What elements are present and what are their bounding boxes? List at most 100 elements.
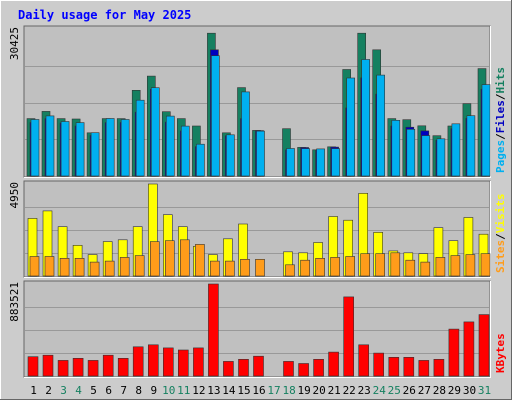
x-tick-label-day-17: 17 bbox=[267, 384, 280, 397]
bar-kbytes-day-4 bbox=[72, 357, 84, 377]
bar-pages-day-24 bbox=[376, 74, 386, 177]
x-tick-label-day-13: 13 bbox=[207, 384, 220, 397]
bar-sites-day-22 bbox=[345, 256, 356, 277]
x-tick-label-day-24: 24 bbox=[373, 384, 387, 397]
bar-sites-day-11 bbox=[180, 239, 190, 277]
bar-sites-day-4 bbox=[74, 257, 85, 277]
bar-kbytes-day-22 bbox=[343, 296, 355, 377]
x-tick-label-day-25: 25 bbox=[388, 384, 401, 397]
legend-top: Pages/Files/Hits bbox=[494, 67, 507, 173]
bar-sites-day-9 bbox=[150, 241, 160, 277]
x-tick-label-day-5: 5 bbox=[90, 384, 97, 397]
bar-pages-day-19 bbox=[301, 148, 310, 177]
panel-middle: 4950 Sites/Visits bbox=[8, 180, 507, 278]
bar-pages-day-18 bbox=[286, 148, 295, 177]
x-tick-label-day-16: 16 bbox=[252, 384, 265, 397]
max-value-label: 30425 bbox=[8, 27, 21, 60]
bar-sites-day-1 bbox=[29, 256, 40, 277]
legend-entry-hits: Hits bbox=[494, 67, 507, 94]
x-tick-label-day-30: 30 bbox=[463, 384, 476, 397]
legend-bottom: KBytes bbox=[494, 333, 507, 373]
legend-middle: Sites/Visits bbox=[494, 194, 507, 274]
x-axis-labels: 1 2 3 4 5 6 7 8 9 10 11 12 13 14 15 16 17 18 19 20 21 22 23 24 2… bbox=[30, 384, 491, 397]
bar-kbytes-day-14 bbox=[223, 361, 234, 377]
max-value-label: 4950 bbox=[8, 182, 21, 209]
legend-entry-kbytes: KBytes bbox=[494, 333, 507, 373]
x-tick-label-day-31: 31 bbox=[478, 384, 491, 397]
bar-sites-day-21 bbox=[330, 257, 340, 277]
x-tick-label-day-19: 19 bbox=[297, 384, 310, 397]
bar-sites-day-16 bbox=[255, 258, 265, 277]
bar-sites-day-12 bbox=[195, 244, 205, 277]
bar-pages-day-28 bbox=[436, 138, 446, 177]
x-tick-label-day-21: 21 bbox=[328, 384, 341, 397]
bar-sites-day-15 bbox=[240, 258, 250, 277]
bar-pages-day-12 bbox=[196, 143, 205, 177]
bar-sites-day-19 bbox=[300, 259, 310, 277]
x-tick-label-day-7: 7 bbox=[120, 384, 127, 397]
x-tick-label-day-28: 28 bbox=[433, 384, 446, 397]
x-tick-label-day-2: 2 bbox=[45, 384, 52, 397]
bar-pages-day-27 bbox=[421, 135, 431, 177]
bar-pages-day-7 bbox=[120, 119, 130, 177]
x-tick-label-day-20: 20 bbox=[312, 384, 325, 397]
bar-sites-day-8 bbox=[134, 255, 145, 277]
bar-sites-day-31 bbox=[480, 253, 491, 277]
series-pages bbox=[30, 55, 491, 177]
panel-bottom: 883521 KBytes bbox=[8, 280, 507, 378]
x-tick-label-day-9: 9 bbox=[150, 384, 157, 397]
bar-sites-day-5 bbox=[89, 261, 100, 277]
bar-kbytes-day-12 bbox=[193, 347, 204, 377]
legend-separator: / bbox=[494, 233, 507, 240]
bar-pages-day-30 bbox=[466, 115, 476, 177]
bar-kbytes-day-8 bbox=[132, 346, 144, 377]
bar-kbytes-day-25 bbox=[388, 356, 400, 377]
bar-kbytes-day-6 bbox=[102, 354, 114, 377]
bar-kbytes-day-10 bbox=[163, 347, 174, 377]
bar-pages-day-4 bbox=[75, 122, 85, 177]
bar-kbytes-day-18 bbox=[283, 361, 294, 377]
bar-pages-day-16 bbox=[256, 130, 265, 177]
legend-separator: / bbox=[494, 93, 507, 100]
bar-sites-day-18 bbox=[285, 264, 295, 277]
bar-pages-day-20 bbox=[316, 148, 325, 177]
series-kbytes bbox=[27, 283, 490, 377]
bar-pages-day-29 bbox=[451, 123, 461, 177]
bar-sites-day-27 bbox=[420, 261, 431, 277]
bar-sites-day-24 bbox=[375, 253, 386, 277]
bar-pages-day-23 bbox=[361, 59, 371, 177]
legend-entry-visits: Visits bbox=[494, 194, 507, 234]
legend-entry-files: Files bbox=[494, 100, 507, 133]
bar-pages-day-6 bbox=[105, 118, 115, 177]
x-tick-label-day-27: 27 bbox=[418, 384, 431, 397]
bar-pages-day-2 bbox=[45, 115, 55, 177]
x-tick-label-day-3: 3 bbox=[60, 384, 67, 397]
x-tick-label-day-11: 11 bbox=[177, 384, 190, 397]
legend-entry-pages: Pages bbox=[494, 140, 507, 173]
legend-text: Sites/Visits bbox=[494, 194, 507, 274]
bar-kbytes-day-28 bbox=[433, 358, 445, 377]
chart-title: Daily usage for May 2025 bbox=[18, 8, 191, 22]
bar-kbytes-day-21 bbox=[328, 351, 339, 377]
bar-pages-day-11 bbox=[181, 125, 190, 177]
bar-kbytes-day-9 bbox=[148, 344, 159, 377]
bar-pages-day-15 bbox=[241, 91, 250, 177]
chart-panels: 30425Pages/Files/Hits4950Sites/Visits883… bbox=[8, 25, 507, 378]
x-tick-label-day-29: 29 bbox=[448, 384, 461, 397]
max-value-label: 883521 bbox=[8, 282, 21, 322]
legend-text: Pages/Files/Hits bbox=[494, 67, 507, 173]
bar-sites-day-14 bbox=[225, 260, 235, 277]
bar-pages-day-8 bbox=[135, 99, 145, 177]
series-sites bbox=[29, 239, 491, 277]
bar-kbytes-day-1 bbox=[27, 356, 39, 377]
bar-pages-day-22 bbox=[346, 77, 356, 177]
bar-pages-day-13 bbox=[211, 55, 220, 177]
x-tick-label-day-26: 26 bbox=[403, 384, 416, 397]
bar-pages-day-26 bbox=[406, 129, 416, 177]
bar-kbytes-day-2 bbox=[42, 354, 54, 377]
bar-sites-day-2 bbox=[44, 256, 55, 277]
bar-kbytes-day-23 bbox=[358, 344, 370, 377]
bar-pages-day-3 bbox=[60, 121, 70, 177]
